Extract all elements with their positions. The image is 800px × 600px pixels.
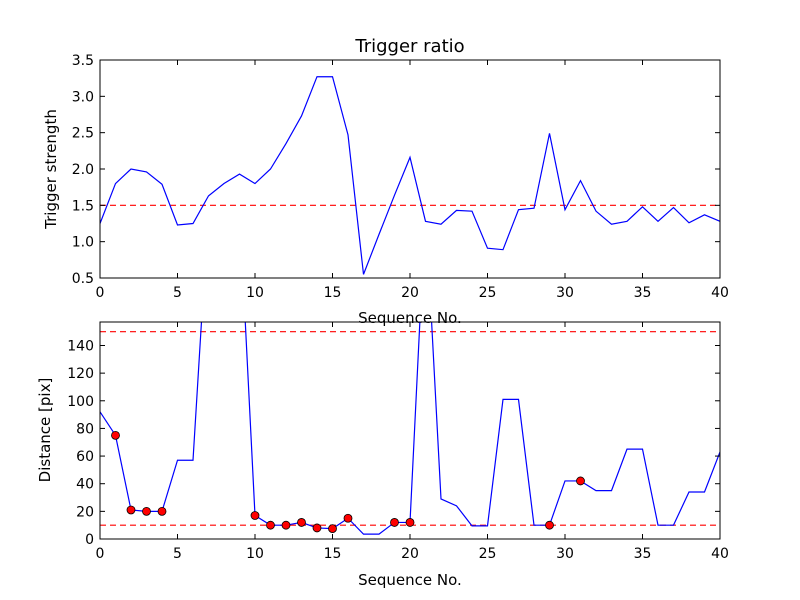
top-x-tick-label: 25 bbox=[479, 285, 497, 301]
bottom-x-tick-label: 0 bbox=[96, 546, 105, 562]
bottom-data-marker bbox=[576, 476, 585, 486]
top-x-tick-label: 20 bbox=[401, 285, 419, 301]
top-y-tick-label: 1.5 bbox=[72, 198, 94, 214]
bottom-x-tick-label: 40 bbox=[711, 546, 729, 562]
bottom-y-tick-label: 0 bbox=[85, 532, 94, 548]
bottom-y-tick-label: 60 bbox=[76, 449, 94, 465]
bottom-x-tick-label: 5 bbox=[173, 546, 182, 562]
top-y-tick-label: 3.0 bbox=[72, 89, 94, 105]
bottom-data-marker bbox=[111, 430, 120, 440]
top-x-tick-label: 30 bbox=[556, 285, 574, 301]
bottom-x-tick-label: 25 bbox=[479, 546, 497, 562]
bottom-x-tick-label: 35 bbox=[634, 546, 652, 562]
top-x-tick-label: 5 bbox=[173, 285, 182, 301]
bottom-data-marker bbox=[281, 520, 291, 530]
bottom-data-marker bbox=[328, 524, 337, 534]
bottom-y-tick-label: 20 bbox=[76, 504, 94, 520]
bottom-data-marker bbox=[157, 506, 167, 516]
bottom-data-marker bbox=[405, 518, 415, 527]
bottom-data-marker bbox=[343, 513, 353, 523]
top-y-tick-label: 0.5 bbox=[72, 271, 94, 287]
bottom-data-marker bbox=[250, 511, 260, 520]
top-x-tick-label: 15 bbox=[324, 285, 342, 301]
top-y-tick-label: 3.5 bbox=[72, 53, 94, 69]
top-x-tick-label: 10 bbox=[246, 285, 264, 301]
bottom-y-tick-label: 120 bbox=[67, 366, 94, 382]
bottom-x-tick-label: 30 bbox=[556, 546, 574, 562]
top-y-tick-label: 2.5 bbox=[72, 126, 94, 142]
distance-chart: 0 5 10 15 20 25 30 35 40 0 20 40 60 80 100 120 140 Seque… bbox=[36, 321, 729, 589]
bottom-x-tick-label: 20 bbox=[401, 546, 419, 562]
top-x-tick-label: 40 bbox=[711, 285, 729, 301]
bottom-x-tick-label: 10 bbox=[246, 546, 264, 562]
top-y-axis-label: Trigger strength bbox=[42, 109, 60, 230]
top-y-tick-label: 1.0 bbox=[72, 235, 94, 251]
top-x-tick-label: 0 bbox=[96, 285, 105, 301]
bottom-x-tick-label: 15 bbox=[324, 546, 342, 562]
top-y-tick-label: 2.0 bbox=[72, 162, 94, 178]
top-series-line bbox=[100, 76, 720, 275]
trigger-ratio-plot-area bbox=[100, 76, 720, 275]
bottom-y-axis-label: Distance [pix] bbox=[36, 378, 54, 483]
bottom-y-tick-label: 80 bbox=[76, 421, 94, 437]
bottom-x-axis-label: Sequence No. bbox=[358, 571, 462, 589]
bottom-data-marker bbox=[126, 505, 136, 515]
bottom-data-marker bbox=[142, 506, 151, 516]
bottom-data-marker bbox=[312, 523, 322, 533]
distance-plot-area bbox=[100, 322, 720, 535]
bottom-y-tick-label: 100 bbox=[67, 394, 94, 410]
bottom-y-tick-label: 40 bbox=[76, 477, 94, 493]
bottom-y-tick-label: 140 bbox=[67, 338, 94, 354]
bottom-data-marker bbox=[297, 518, 306, 527]
bottom-data-marker bbox=[390, 518, 399, 527]
bottom-data-marker bbox=[266, 520, 275, 530]
top-chart-title: Trigger ratio bbox=[354, 36, 464, 57]
top-x-tick-label: 35 bbox=[634, 285, 652, 301]
bottom-data-marker bbox=[545, 520, 554, 530]
